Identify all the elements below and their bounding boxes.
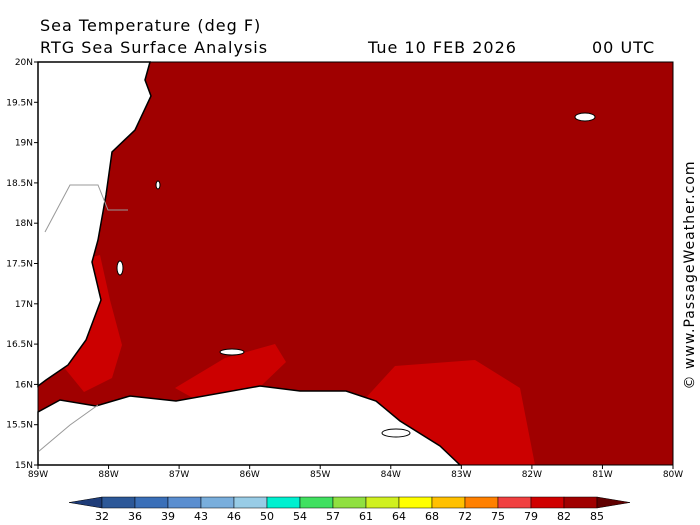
- lon-label: 86W: [239, 470, 259, 480]
- colorbar-label: 61: [359, 510, 373, 523]
- island: [574, 112, 596, 122]
- lon-label: 87W: [169, 470, 189, 480]
- title: Sea Temperature (deg F): [40, 16, 261, 35]
- land: [37, 385, 462, 466]
- colorbar-box: [530, 496, 565, 509]
- lat-label: 17.5N: [6, 260, 33, 270]
- colorbar-label: 32: [95, 510, 109, 523]
- lat-label: 18.5N: [6, 179, 33, 189]
- land: [37, 61, 152, 388]
- lat-label: 20N: [15, 58, 33, 68]
- border: [37, 404, 99, 453]
- colorbar-box: [233, 496, 268, 509]
- time: 00 UTC: [592, 38, 655, 57]
- colorbar-label: 57: [326, 510, 340, 523]
- border: [44, 184, 128, 233]
- colorbar-label: 43: [194, 510, 208, 523]
- colorbar-label: 64: [392, 510, 406, 523]
- colorbar-box: [134, 496, 169, 509]
- colorbar-label: 68: [425, 510, 439, 523]
- lat-label: 18N: [15, 219, 33, 229]
- colorbar-label: 39: [161, 510, 175, 523]
- island: [219, 348, 245, 356]
- colorbar-box: [200, 496, 235, 509]
- lon-label: 80W: [663, 470, 683, 480]
- lat-label: 19.5N: [6, 98, 33, 108]
- lat-label: 17N: [15, 300, 33, 310]
- island: [381, 428, 411, 438]
- lon-label: 81W: [592, 470, 612, 480]
- lat-label: 15.5N: [6, 421, 33, 431]
- colorbar-label: 85: [590, 510, 604, 523]
- colorbar-label: 36: [128, 510, 142, 523]
- lon-label: 85W: [310, 470, 330, 480]
- colorbar-label: 54: [293, 510, 307, 523]
- island: [155, 180, 161, 190]
- colorbar-label: 46: [227, 510, 241, 523]
- colorbar-box: [266, 496, 301, 509]
- warm-region: [362, 360, 535, 465]
- colorbar-label: 50: [260, 510, 274, 523]
- colorbar-box: [365, 496, 400, 509]
- lat-label: 16.5N: [6, 340, 33, 350]
- colorbar-label: 82: [557, 510, 571, 523]
- watermark: © www.PassageWeather.com: [682, 160, 698, 389]
- subtitle: RTG Sea Surface Analysis: [40, 38, 268, 57]
- lon-label: 88W: [98, 470, 118, 480]
- colorbar-box: [167, 496, 202, 509]
- lon-label: 83W: [451, 470, 471, 480]
- colorbar-box: [431, 496, 466, 509]
- colorbar-end: [68, 496, 103, 509]
- date: Tue 10 FEB 2026: [367, 38, 517, 57]
- colorbar-label: 75: [491, 510, 505, 523]
- colorbar-box: [563, 496, 598, 509]
- lon-label: 89W: [28, 470, 48, 480]
- lat-label: 16N: [15, 380, 33, 390]
- colorbar-box: [398, 496, 433, 509]
- colorbar-box: [464, 496, 499, 509]
- colorbar-end: [596, 496, 631, 509]
- colorbar-box: [497, 496, 532, 509]
- colorbar-label: 79: [524, 510, 538, 523]
- lon-label: 84W: [381, 470, 401, 480]
- lon-label: 82W: [522, 470, 542, 480]
- map: [37, 61, 674, 466]
- colorbar-box: [101, 496, 136, 509]
- lat-label: 19N: [15, 139, 33, 149]
- colorbar-label: 72: [458, 510, 472, 523]
- lat-label: 15N: [15, 461, 33, 471]
- colorbar-box: [332, 496, 367, 509]
- colorbar-box: [299, 496, 334, 509]
- island: [116, 260, 124, 276]
- warm-region: [175, 344, 286, 402]
